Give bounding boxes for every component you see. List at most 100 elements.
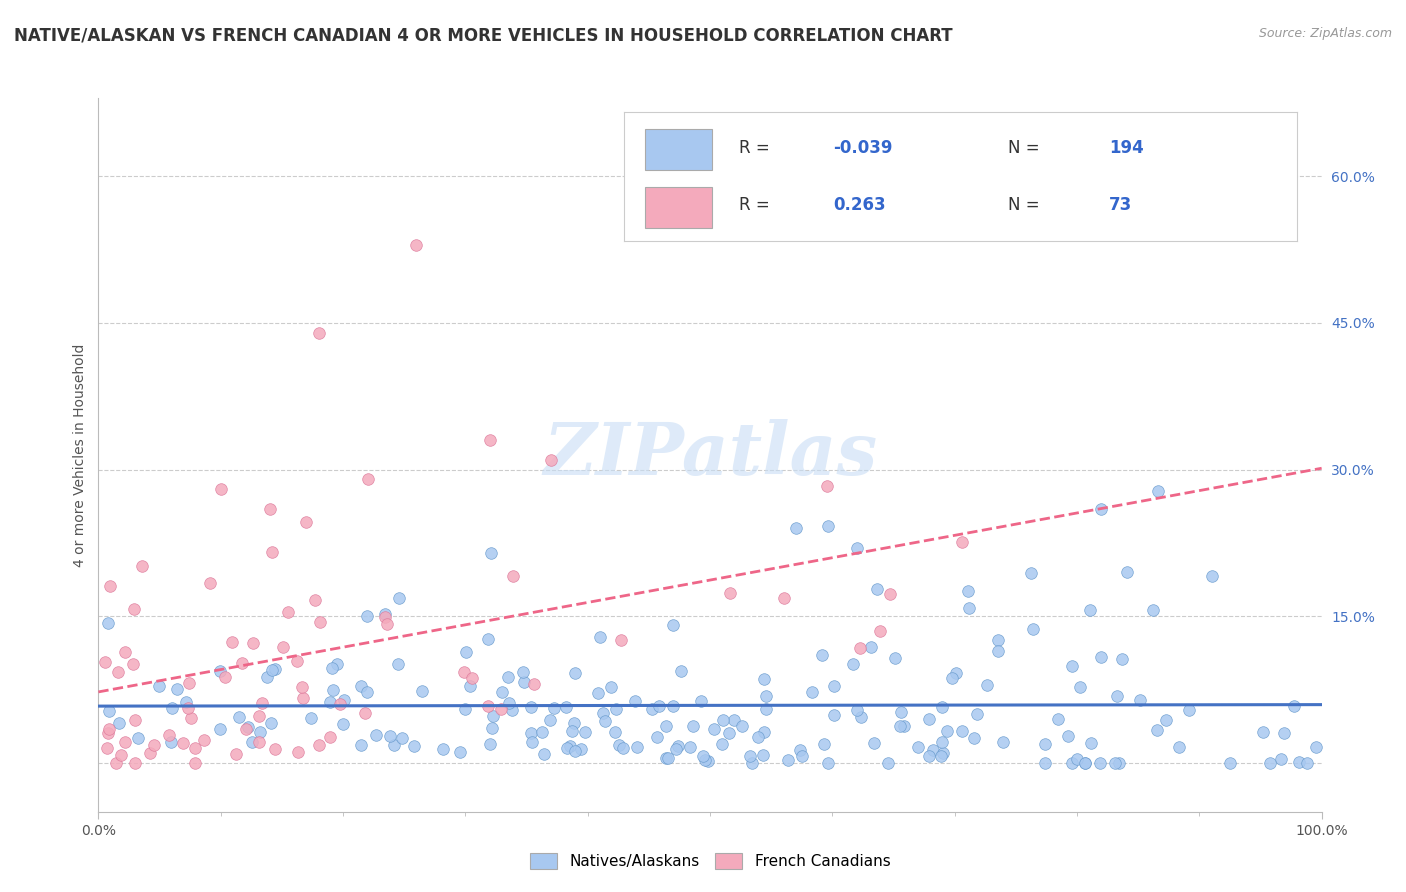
Text: Source: ZipAtlas.com: Source: ZipAtlas.com — [1258, 27, 1392, 40]
Point — [936, 724, 959, 739]
Point — [228, 710, 250, 724]
Point — [752, 747, 775, 762]
Point — [180, 711, 202, 725]
Point — [287, 745, 309, 759]
Point — [849, 709, 872, 723]
Point — [1129, 693, 1152, 707]
Point — [848, 641, 870, 656]
Point — [931, 735, 953, 749]
Point — [183, 740, 205, 755]
Point — [1033, 737, 1056, 751]
Point — [236, 720, 259, 734]
Point — [350, 679, 373, 693]
Point — [356, 609, 378, 624]
Point — [122, 657, 145, 672]
Point — [747, 730, 769, 744]
Point — [143, 738, 166, 752]
Point — [921, 743, 943, 757]
Point — [562, 715, 585, 730]
Point — [308, 615, 330, 629]
Point — [1115, 565, 1137, 579]
Point — [481, 708, 503, 723]
Point — [478, 737, 501, 751]
Point — [564, 744, 586, 758]
Point — [114, 645, 136, 659]
Point — [477, 632, 499, 646]
Point — [801, 685, 824, 699]
Point — [589, 630, 612, 644]
Point — [817, 756, 839, 770]
Point — [543, 701, 565, 715]
Point — [184, 756, 207, 770]
Point — [523, 677, 546, 691]
Point — [564, 666, 586, 681]
Point — [519, 726, 541, 740]
Point — [755, 689, 778, 703]
Point — [411, 683, 433, 698]
Point — [374, 610, 396, 624]
Point — [477, 699, 499, 714]
Point — [160, 735, 183, 749]
Point — [823, 707, 845, 722]
Point — [498, 696, 520, 710]
Point — [876, 756, 898, 770]
Point — [209, 482, 232, 496]
Point — [454, 702, 477, 716]
Point — [107, 665, 129, 679]
Point — [402, 739, 425, 754]
Point — [710, 737, 733, 751]
Point — [208, 722, 231, 736]
Point — [607, 738, 630, 752]
Point — [776, 753, 799, 767]
Point — [104, 756, 127, 770]
Point — [703, 723, 725, 737]
Point — [810, 648, 832, 663]
Point — [785, 521, 807, 535]
Point — [932, 746, 955, 760]
Point — [690, 694, 713, 708]
Point — [540, 452, 562, 467]
Point — [1090, 649, 1112, 664]
Point — [520, 735, 543, 749]
Point — [1080, 736, 1102, 750]
Point — [558, 739, 581, 753]
Point — [332, 716, 354, 731]
Point — [157, 728, 180, 742]
Point — [98, 579, 121, 593]
Point — [723, 713, 745, 727]
Point — [179, 676, 201, 690]
Point — [388, 591, 411, 605]
Point — [139, 746, 162, 760]
Point — [957, 583, 980, 598]
Point — [1251, 725, 1274, 739]
Point — [124, 756, 146, 770]
Point — [889, 719, 911, 733]
Point — [624, 694, 647, 708]
Point — [1111, 652, 1133, 666]
Point — [679, 739, 702, 754]
Point — [366, 728, 388, 742]
Point — [963, 731, 986, 745]
Point — [295, 515, 318, 529]
Point — [249, 725, 271, 739]
Point — [319, 730, 342, 744]
Point — [665, 742, 688, 756]
Point — [669, 664, 692, 678]
Point — [1060, 756, 1083, 770]
Point — [460, 679, 482, 693]
Point — [285, 654, 308, 668]
Point — [456, 645, 478, 659]
Point — [291, 680, 314, 694]
Point — [555, 741, 578, 756]
Point — [319, 696, 342, 710]
Point — [321, 661, 343, 675]
Point — [945, 665, 967, 680]
Point — [148, 679, 170, 693]
Point — [1060, 658, 1083, 673]
Point — [605, 702, 627, 716]
Point — [1201, 569, 1223, 583]
Point — [603, 725, 626, 739]
Point — [662, 618, 685, 632]
Point — [124, 713, 146, 727]
Point — [271, 640, 294, 655]
